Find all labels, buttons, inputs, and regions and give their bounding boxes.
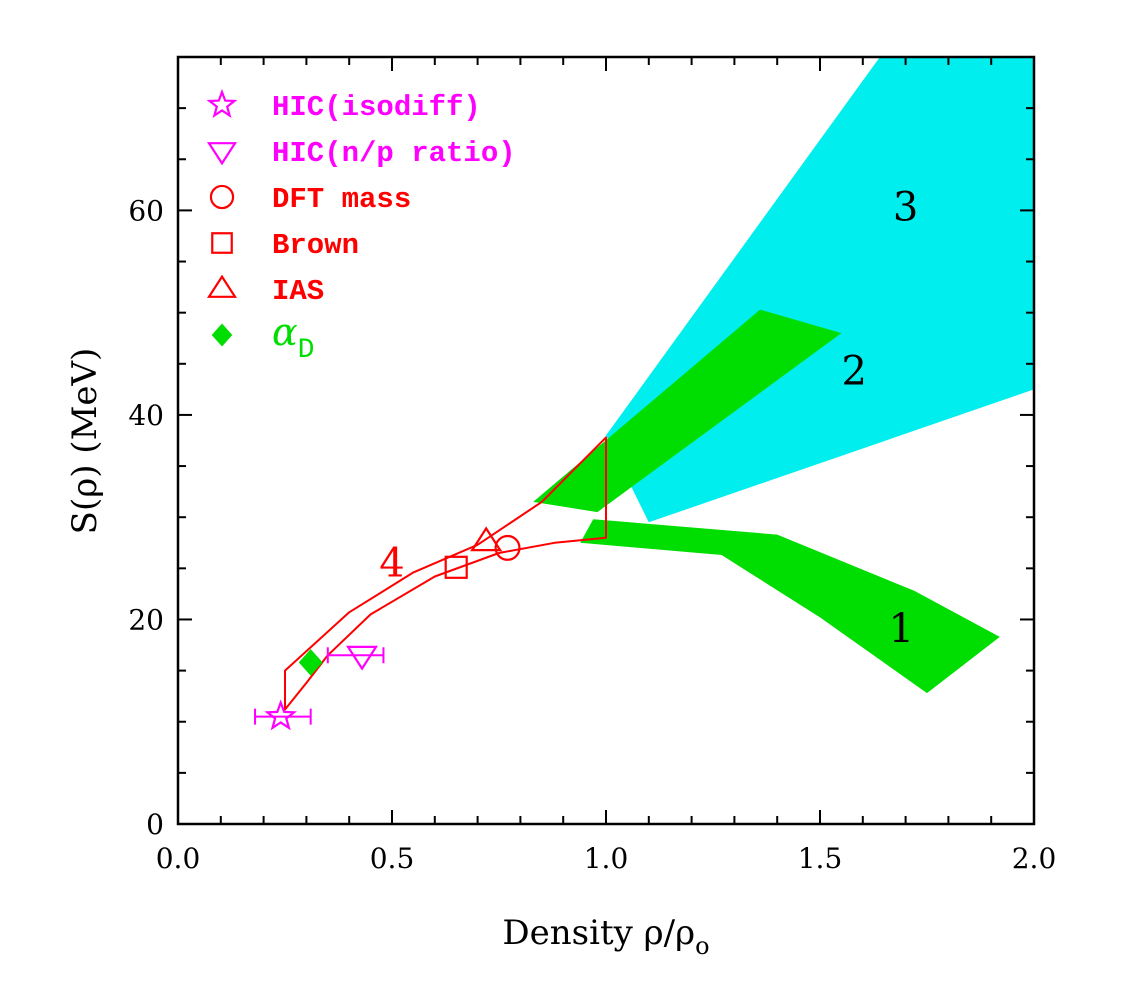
legend-label: HIC(n/p ratio) — [272, 137, 516, 170]
legend-label: Brown — [272, 229, 359, 262]
legend-label: HIC(isodiff) — [272, 91, 481, 124]
x-tick-label: 1.5 — [798, 842, 843, 875]
x-axis-title-subscript: o — [695, 932, 709, 960]
legend-label: IAS — [272, 275, 324, 308]
y-tick-label: 20 — [128, 603, 164, 636]
legend-item: αD — [211, 310, 314, 366]
legend-label: DFT mass — [272, 183, 411, 216]
region-label-4: 4 — [379, 541, 404, 587]
region-2 — [533, 309, 842, 513]
circle-icon — [209, 184, 235, 210]
x-tick-label: 0.5 — [370, 842, 415, 875]
data-point-square-icon — [444, 555, 468, 579]
region-4 — [284, 436, 607, 711]
y-tick-label: 0 — [146, 808, 164, 841]
data-point-star-icon — [264, 699, 298, 731]
data-point-triangle-down-icon — [346, 645, 379, 671]
points-layer — [254, 526, 521, 731]
y-axis-title: S(ρ) (MeV) — [65, 348, 105, 535]
square-icon — [211, 232, 233, 254]
data-point-circle-icon — [494, 534, 521, 561]
legend-item: HIC(isodiff) — [206, 88, 481, 124]
legend-item: HIC(n/p ratio) — [206, 137, 516, 170]
triangle-down-icon — [206, 142, 238, 166]
star-icon — [206, 88, 238, 119]
x-axis-title-main: Density ρ/ρ — [502, 913, 695, 953]
legend-item: DFT mass — [209, 183, 411, 216]
x-axis-title: Density ρ/ρo — [502, 913, 709, 960]
legend-item: Brown — [211, 229, 359, 262]
legend: HIC(isodiff) HIC(n/p ratio) DFT mass Brown I… — [206, 88, 516, 366]
regions-layer — [284, 57, 1034, 711]
region-1 — [580, 519, 1000, 694]
region-labels-layer: 3 2 1 4 — [379, 185, 918, 652]
x-tick-label: 0.0 — [156, 842, 201, 875]
ticks-layer: 0.0 0.5 1.0 1.5 2.0 0 20 40 60 — [128, 56, 1057, 875]
legend-label: αD — [272, 310, 314, 366]
x-tick-label: 1.0 — [584, 842, 629, 875]
region-label-1: 1 — [889, 606, 914, 652]
data-point-triangle-up-icon — [470, 526, 503, 552]
data-point-diamond-icon — [298, 649, 323, 676]
region-label-2: 2 — [842, 348, 867, 394]
y-tick-label: 60 — [128, 194, 164, 227]
legend-item: IAS — [206, 274, 324, 308]
region-label-3: 3 — [893, 185, 918, 231]
legend-label-main: α — [272, 310, 298, 354]
x-tick-label: 2.0 — [1012, 842, 1057, 875]
y-tick-label: 40 — [128, 399, 164, 432]
diamond-icon — [211, 323, 233, 347]
legend-label-subscript: D — [298, 335, 315, 366]
triangle-up-icon — [206, 274, 238, 298]
